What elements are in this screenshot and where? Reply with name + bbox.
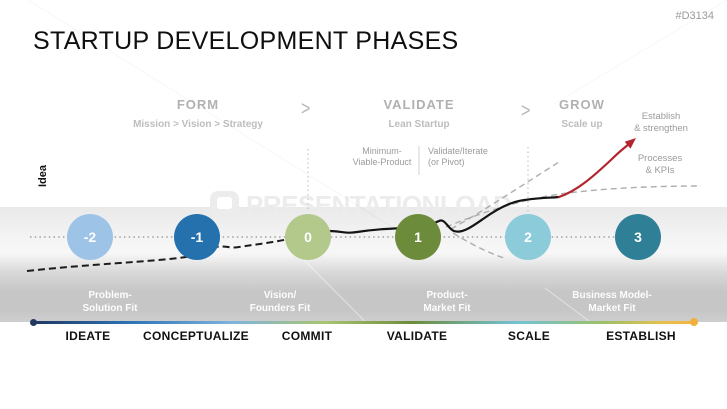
phase-subtitle-form: Mission > Vision > Strategy [133,119,263,130]
presentationload-logo-icon [210,191,239,219]
watermark-text: PRESENTATIONLOAD [246,190,512,220]
growth-arrow-line [557,142,631,199]
early-stage-dashed-curve [26,237,294,272]
annotation-mvp: Minimum- Viable-Product [352,146,412,167]
gradient-timeline [33,321,697,324]
phase-header-validate: VALIDATE [383,97,455,112]
milestone-circle: 2 [505,214,551,260]
stage-label: CONCEPTUALIZE [143,329,249,343]
pivot-path-moderate-dashed [445,185,702,228]
annotation-establish-strengthen: Establish & strengthen [634,111,688,134]
stage-label: ESTABLISH [606,329,676,343]
watermark-diagonal-line [299,255,453,409]
template-ref-code: #D3134 [675,10,714,22]
pivot-path-decline-dashed [452,232,508,260]
chevron-right-icon: > [301,98,311,120]
fit-label: Product- Market Fit [423,290,471,314]
milestone-circle: -2 [67,214,113,260]
watermark-diagonal-line [28,0,400,232]
annotation-validate-iterate: Validate/Iterate (or Pivot) [428,146,488,167]
background-band [0,207,727,322]
traction-solid-curve [291,195,561,240]
growth-arrowhead-icon [624,138,636,149]
milestone-circle: 1 [395,214,441,260]
fit-label: Problem- Solution Fit [82,290,138,314]
stage-label: SCALE [507,329,551,343]
milestone-circle: -1 [174,214,220,260]
stage-label: VALIDATE [386,329,448,343]
annotation-processes-kpis: Processes & KPIs [637,153,683,176]
timeline-end-dot [690,318,698,326]
fit-label: Business Model- Market Fit [572,290,652,314]
pivot-path-steep-dashed [450,161,560,230]
stage-label: IDEATE [65,329,111,343]
fit-label: Vision/Founders Fit [249,290,311,314]
phase-header-grow: GROW [559,97,605,112]
phase-header-form: FORM [176,97,220,112]
chevron-right-icon: > [521,100,531,122]
watermark-diagonal-line [554,0,727,104]
slide-title: STARTUP DEVELOPMENT PHASES [33,27,459,55]
stage-label: COMMIT [281,329,333,343]
phase-subtitle-grow: Scale up [561,119,603,130]
milestone-circle: 3 [615,214,661,260]
timeline-start-dot [30,319,37,326]
phase-subtitle-validate: Lean Startup [388,119,450,130]
milestone-circle: 0 [285,214,331,260]
watermark-diagonal-line [544,287,707,409]
